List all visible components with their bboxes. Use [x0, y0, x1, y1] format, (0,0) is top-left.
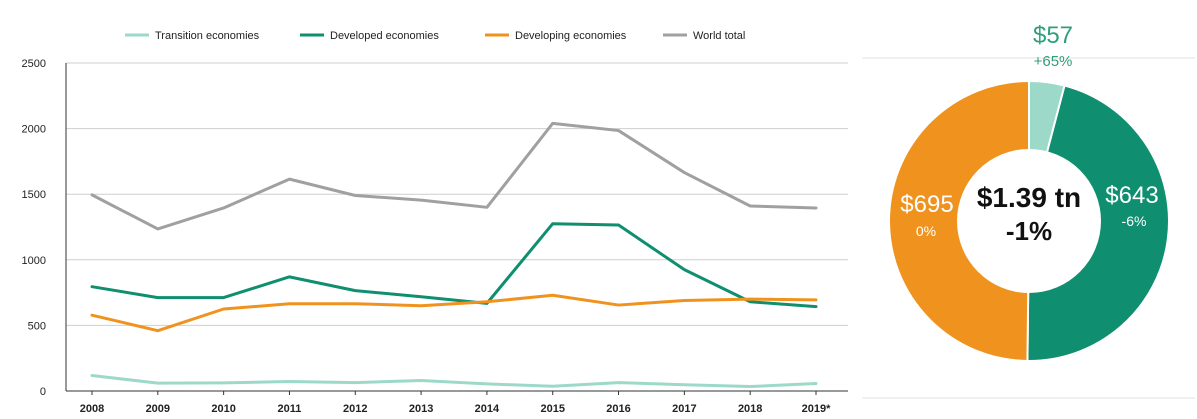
donut-slice-change-label: +65% — [1034, 53, 1073, 70]
x-tick-label: 2015 — [540, 403, 564, 414]
legend-label: Transition economies — [155, 30, 260, 42]
line-chart: 0 500 1000 1500 2000 2500 2008 2009 2010 2011 201… — [22, 30, 848, 415]
x-tick-label: 2016 — [606, 403, 630, 414]
series-line — [90, 293, 818, 333]
donut-slice-change-label: 0% — [916, 223, 936, 239]
x-tick-label: 2008 — [80, 403, 104, 414]
x-tick-label: 2010 — [211, 403, 235, 414]
y-tick-label: 2500 — [22, 58, 46, 70]
donut-slice-change-label: -6% — [1122, 213, 1147, 229]
x-tick-label: 2014 — [475, 403, 500, 414]
y-tick-label: 500 — [28, 320, 46, 332]
donut-chart: $57 +65% $643 -6% $695 0% $1.39 tn -1% — [862, 22, 1195, 399]
y-tick-label: 1000 — [22, 255, 46, 267]
legend-label: World total — [693, 30, 745, 42]
x-tick-label: 2017 — [672, 403, 696, 414]
legend-label: Developed economies — [330, 30, 439, 42]
series-line — [90, 121, 818, 231]
donut-center-change: -1% — [1006, 216, 1052, 246]
x-tick-label: 2018 — [738, 403, 762, 414]
x-tick-label: 2019* — [802, 403, 831, 414]
donut-center-hole — [957, 149, 1101, 293]
y-tick-label: 2000 — [22, 124, 46, 136]
line-chart-panel: 0 500 1000 1500 2000 2500 2008 2009 2010 2011 201… — [22, 30, 848, 415]
donut-center-total: $1.39 tn — [977, 182, 1081, 213]
donut-slice-value-label: $695 — [900, 191, 953, 218]
donut-chart-panel: $57 +65% $643 -6% $695 0% $1.39 tn -1% — [860, 0, 1197, 414]
x-tick-label: 2011 — [278, 403, 302, 414]
series-line — [90, 374, 818, 389]
y-tick-label: 0 — [40, 386, 46, 398]
x-tick-label: 2009 — [146, 403, 170, 414]
series-line — [90, 222, 818, 309]
x-tick-label: 2013 — [409, 403, 433, 414]
x-tick-label: 2012 — [343, 403, 367, 414]
donut-slice-value-label: $643 — [1105, 182, 1158, 209]
donut-slice-value-label: $57 — [1033, 22, 1073, 49]
y-tick-label: 1500 — [22, 189, 46, 201]
legend-label: Developing economies — [515, 30, 627, 42]
